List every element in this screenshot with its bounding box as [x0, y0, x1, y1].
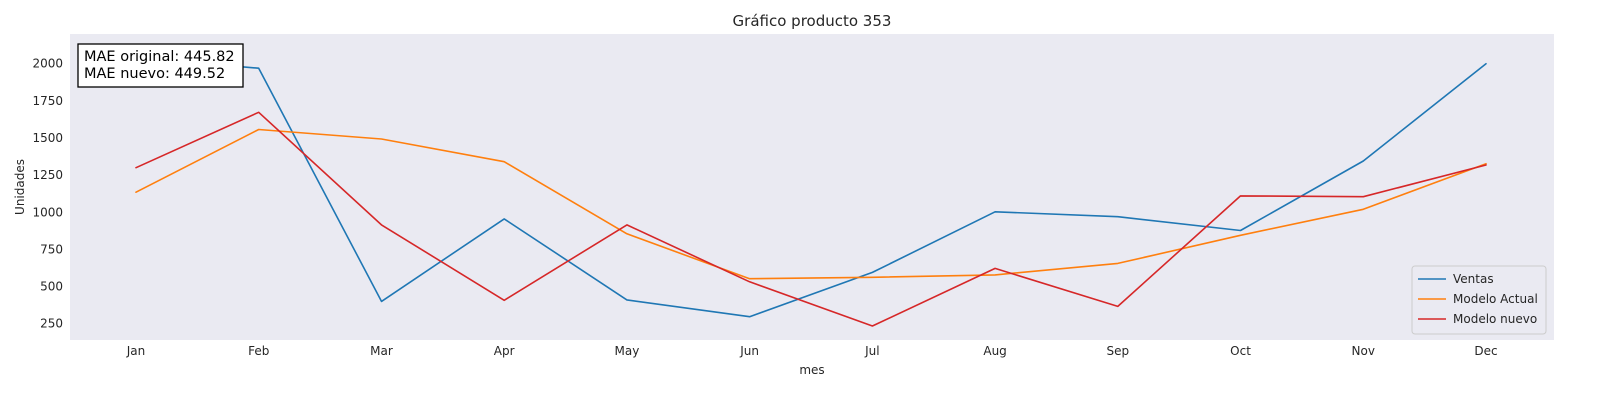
y-tick-label: 1500 — [32, 131, 63, 145]
x-tick-label: Jun — [739, 344, 759, 358]
series-line-modelo-nuevo — [135, 111, 1487, 327]
y-tick-label: 1750 — [32, 94, 63, 108]
y-tick-label: 2000 — [32, 57, 63, 71]
x-tick-label: Oct — [1230, 344, 1251, 358]
legend: Ventas Modelo Actual Modelo nuevo — [1411, 265, 1547, 335]
mae-annotation: MAE original: 445.82 MAE nuevo: 449.52 — [77, 43, 244, 88]
series-line-ventas — [135, 56, 1487, 318]
x-tick-label: Dec — [1474, 344, 1497, 358]
y-tick-label: 250 — [40, 317, 63, 331]
y-axis-label: Unidades — [13, 159, 27, 215]
y-tick-label: 1250 — [32, 168, 63, 182]
legend-label-modelo-actual: Modelo Actual — [1453, 292, 1538, 306]
mae-annotation-box — [77, 43, 244, 88]
x-tick-label: Aug — [983, 344, 1006, 358]
x-tick-label: Nov — [1352, 344, 1375, 358]
legend-label-modelo-nuevo: Modelo nuevo — [1453, 312, 1537, 326]
mae-nuevo-text: MAE nuevo: 449.52 — [84, 66, 225, 82]
legend-label-ventas: Ventas — [1453, 272, 1494, 286]
x-tick-label: Sep — [1107, 344, 1130, 358]
y-tick-label: 1000 — [32, 205, 63, 219]
mae-original-text: MAE original: 445.82 — [84, 49, 235, 65]
y-tick-label: 500 — [40, 280, 63, 294]
x-tick-label: May — [615, 344, 640, 358]
x-tick-label: Apr — [494, 344, 515, 358]
x-axis-ticks: Jan Feb Mar Apr May Jun Jul Aug Sep Oct Nov Dec — [126, 344, 1498, 358]
x-tick-label: Jul — [864, 344, 879, 358]
series-lines — [135, 56, 1487, 327]
y-tick-label: 750 — [40, 242, 63, 256]
x-tick-label: Jan — [126, 344, 146, 358]
y-axis-ticks: 250 500 750 1000 1250 1500 1750 2000 — [32, 57, 63, 331]
legend-box — [1411, 265, 1547, 335]
chart-title: Gráfico producto 353 — [733, 12, 892, 30]
series-line-modelo-actual — [135, 128, 1487, 280]
x-tick-label: Feb — [248, 344, 269, 358]
x-axis-label: mes — [799, 363, 824, 377]
x-tick-label: Mar — [370, 344, 393, 358]
plot-area — [70, 34, 1554, 340]
